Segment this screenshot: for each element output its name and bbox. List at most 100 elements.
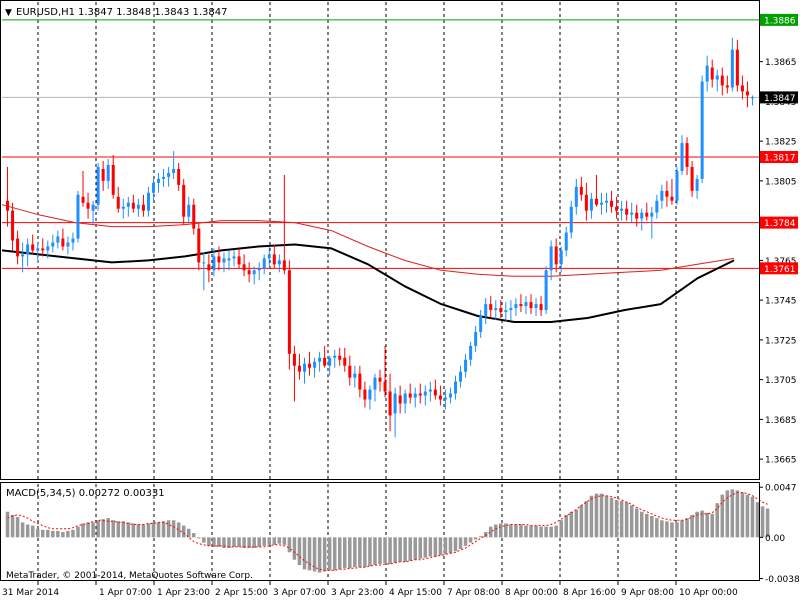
candle[interactable] xyxy=(504,302,508,322)
candle[interactable] xyxy=(287,260,291,370)
candle[interactable] xyxy=(615,196,619,219)
candle[interactable] xyxy=(338,347,342,366)
candle[interactable] xyxy=(574,178,578,215)
candle[interactable] xyxy=(464,353,468,378)
candle[interactable] xyxy=(172,151,176,179)
candle[interactable] xyxy=(126,196,130,217)
candle[interactable] xyxy=(474,325,478,352)
candle[interactable] xyxy=(428,381,432,402)
candle[interactable] xyxy=(564,226,568,257)
candle[interactable] xyxy=(453,375,458,400)
candle[interactable] xyxy=(297,353,301,380)
candle[interactable] xyxy=(237,248,241,269)
candle[interactable] xyxy=(388,373,392,432)
candle[interactable] xyxy=(81,170,85,207)
candle[interactable] xyxy=(106,159,110,189)
candle[interactable] xyxy=(443,389,447,410)
candle[interactable] xyxy=(413,387,417,408)
candle[interactable] xyxy=(725,75,729,94)
candle[interactable] xyxy=(670,178,674,205)
candle[interactable] xyxy=(489,296,493,319)
candle[interactable] xyxy=(554,238,558,273)
candle[interactable] xyxy=(509,300,513,320)
candle[interactable] xyxy=(368,385,372,410)
candle[interactable] xyxy=(514,298,518,317)
candle[interactable] xyxy=(343,347,347,372)
candle[interactable] xyxy=(680,135,684,175)
candle[interactable] xyxy=(433,379,437,400)
candle[interactable] xyxy=(534,298,538,317)
candle[interactable] xyxy=(378,369,382,392)
candle[interactable] xyxy=(162,168,166,187)
candle[interactable] xyxy=(11,202,15,251)
candle[interactable] xyxy=(650,206,654,239)
candle[interactable] xyxy=(620,200,624,221)
candle[interactable] xyxy=(549,240,553,281)
candle[interactable] xyxy=(61,228,65,251)
candle[interactable] xyxy=(131,194,135,213)
candle[interactable] xyxy=(328,355,332,376)
candle[interactable] xyxy=(710,59,714,88)
candle[interactable] xyxy=(675,166,679,205)
candle[interactable] xyxy=(242,254,246,277)
candle[interactable] xyxy=(499,300,503,319)
candle[interactable] xyxy=(136,198,140,217)
candle[interactable] xyxy=(76,190,80,243)
candle[interactable] xyxy=(690,161,694,197)
candle[interactable] xyxy=(21,242,25,273)
candle[interactable] xyxy=(393,387,397,438)
candle[interactable] xyxy=(182,178,186,225)
candle[interactable] xyxy=(111,155,115,199)
candle[interactable] xyxy=(202,252,206,291)
candle[interactable] xyxy=(71,232,75,251)
candle[interactable] xyxy=(187,196,191,223)
candle[interactable] xyxy=(282,174,286,275)
candle[interactable] xyxy=(519,294,523,313)
candle[interactable] xyxy=(247,262,251,283)
candle[interactable] xyxy=(292,345,296,402)
collapse-arrow-icon[interactable]: ▼ xyxy=(5,8,12,18)
candle[interactable] xyxy=(584,182,588,221)
candle[interactable] xyxy=(96,162,100,211)
candle[interactable] xyxy=(599,192,603,215)
candle[interactable] xyxy=(36,242,40,263)
candle[interactable] xyxy=(423,385,427,406)
candle[interactable] xyxy=(308,351,312,376)
candle[interactable] xyxy=(227,250,231,271)
candle[interactable] xyxy=(66,236,70,255)
candle[interactable] xyxy=(91,200,95,225)
candle[interactable] xyxy=(524,296,528,315)
candle[interactable] xyxy=(56,230,60,249)
candle[interactable] xyxy=(141,194,145,217)
candle[interactable] xyxy=(660,184,664,209)
candle[interactable] xyxy=(177,162,181,191)
candle[interactable] xyxy=(655,194,659,219)
candle[interactable] xyxy=(529,294,533,315)
candle[interactable] xyxy=(26,238,30,267)
candle[interactable] xyxy=(222,252,226,273)
candle[interactable] xyxy=(544,266,548,315)
candle[interactable] xyxy=(605,192,609,213)
candle[interactable] xyxy=(373,373,377,402)
candle[interactable] xyxy=(197,222,201,271)
candle[interactable] xyxy=(116,186,120,213)
candle[interactable] xyxy=(41,238,45,257)
candle[interactable] xyxy=(257,262,261,281)
candle[interactable] xyxy=(101,161,105,191)
candle[interactable] xyxy=(418,383,422,404)
candle[interactable] xyxy=(267,246,271,267)
candle[interactable] xyxy=(715,69,719,92)
candle[interactable] xyxy=(750,95,754,106)
candle[interactable] xyxy=(318,351,322,372)
candle[interactable] xyxy=(459,365,463,388)
candle[interactable] xyxy=(494,300,498,320)
candle[interactable] xyxy=(217,246,221,271)
candle[interactable] xyxy=(207,254,211,283)
candle[interactable] xyxy=(146,186,150,217)
candle[interactable] xyxy=(735,39,739,92)
candle[interactable] xyxy=(383,345,387,398)
candle[interactable] xyxy=(232,250,236,267)
candle[interactable] xyxy=(740,75,744,100)
candles-layer[interactable] xyxy=(6,37,754,438)
